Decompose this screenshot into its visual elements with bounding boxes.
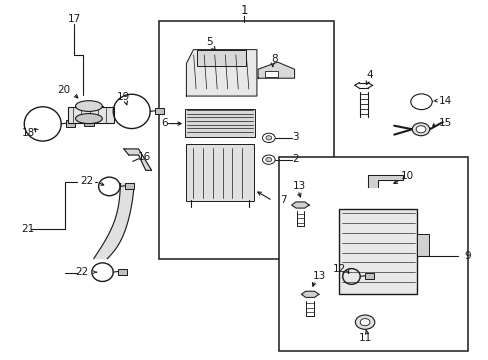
Bar (184, 109, 255, 137)
Text: 8: 8 (271, 54, 277, 64)
Bar (159, 21, 334, 258)
Text: 20: 20 (57, 85, 70, 95)
Circle shape (355, 315, 374, 329)
Text: 5: 5 (206, 37, 212, 48)
Text: 13: 13 (312, 271, 325, 281)
Text: 22: 22 (75, 267, 88, 277)
Text: 4: 4 (366, 70, 372, 80)
Bar (66, 120, 75, 127)
Text: 7: 7 (280, 195, 286, 205)
Text: 13: 13 (292, 181, 306, 191)
Ellipse shape (75, 101, 102, 111)
Bar (197, 50, 246, 66)
Text: 11: 11 (358, 333, 371, 343)
Text: 22: 22 (80, 176, 93, 186)
Polygon shape (301, 291, 318, 297)
Text: 17: 17 (67, 14, 81, 23)
Text: 18: 18 (22, 128, 36, 138)
Ellipse shape (75, 113, 102, 123)
Text: 12: 12 (332, 264, 346, 274)
Bar (84, 118, 94, 126)
Text: 3: 3 (291, 132, 298, 142)
Bar (278, 157, 467, 351)
Bar (118, 269, 126, 275)
Circle shape (265, 136, 271, 140)
Circle shape (410, 94, 431, 110)
Text: 10: 10 (400, 171, 413, 181)
Polygon shape (94, 184, 134, 258)
Bar (76, 106, 102, 118)
Bar (339, 208, 416, 294)
Bar (68, 107, 114, 123)
Text: 6: 6 (161, 118, 167, 128)
Polygon shape (186, 50, 256, 96)
Bar (186, 144, 254, 202)
Circle shape (262, 133, 275, 143)
Text: 14: 14 (438, 96, 451, 106)
Text: 9: 9 (463, 251, 470, 261)
Text: 2: 2 (291, 154, 298, 164)
Text: 21: 21 (21, 224, 34, 234)
Polygon shape (291, 202, 308, 208)
Text: 15: 15 (438, 118, 451, 128)
Bar (124, 183, 133, 189)
Circle shape (265, 157, 271, 162)
Text: 1: 1 (240, 4, 248, 17)
Polygon shape (368, 175, 402, 187)
Circle shape (360, 319, 369, 326)
Polygon shape (258, 62, 294, 78)
Polygon shape (123, 149, 151, 170)
Bar (155, 108, 163, 114)
Circle shape (411, 123, 429, 136)
Circle shape (415, 126, 425, 133)
Bar (416, 234, 428, 256)
Circle shape (262, 155, 275, 164)
Bar (365, 273, 373, 279)
Text: 16: 16 (138, 152, 151, 162)
Bar (265, 71, 277, 77)
Text: 19: 19 (116, 92, 129, 102)
